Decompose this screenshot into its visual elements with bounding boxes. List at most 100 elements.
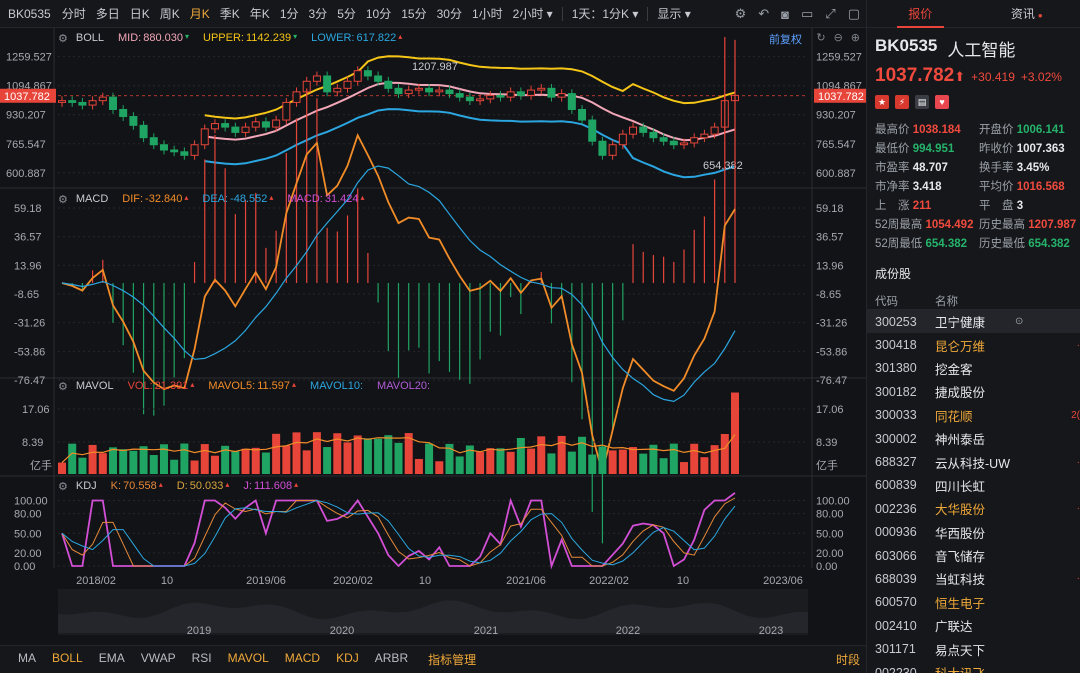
constituent-row[interactable]: 688039 当虹科技 ·: [867, 567, 1080, 590]
display-dropdown[interactable]: 显示 ▾: [657, 7, 691, 21]
adjust-button[interactable]: 前复权: [769, 34, 802, 46]
window-icon[interactable]: ▢: [847, 6, 860, 21]
indicator-arbr[interactable]: ARBR: [374, 651, 409, 665]
dif-value: -32.840: [145, 193, 183, 205]
boll-y-tick-right: 765.547: [816, 139, 856, 151]
candle-body: [282, 101, 291, 121]
constituent-row[interactable]: 000936 华西股份: [867, 521, 1080, 544]
indicator-ma[interactable]: MA: [18, 651, 36, 665]
period-tab[interactable]: 15分: [401, 7, 427, 21]
tab-quote[interactable]: 报价: [867, 0, 974, 28]
period-tab[interactable]: 日K: [129, 7, 150, 21]
constituent-code: 300253: [875, 314, 917, 329]
period-tab[interactable]: 2小时 ▾: [512, 7, 553, 21]
time-period-button[interactable]: 时段: [835, 653, 860, 667]
indicator-mavol[interactable]: MAVOL: [227, 651, 269, 665]
gear-icon[interactable]: ⚙: [58, 32, 68, 45]
candle-body: [527, 89, 536, 96]
gear-icon[interactable]: ⚙: [58, 480, 68, 493]
camera-icon[interactable]: ◙: [781, 6, 789, 22]
period-tab[interactable]: 10分: [365, 7, 392, 21]
alert-icon[interactable]: ⚡: [895, 95, 909, 109]
kdj-y-tick-right: 100.00: [816, 496, 850, 508]
x-axis-label: 2019/06: [246, 575, 286, 587]
volume-bar: [659, 458, 668, 474]
indicator-指标管理[interactable]: 指标管理: [428, 653, 477, 667]
mode-dropdown[interactable]: 1天：1分K ▾: [571, 7, 639, 21]
constituent-row[interactable]: 300002 神州泰岳: [867, 427, 1080, 450]
quote-panel: 报价 资讯 ● BK0535 人工智能 1037.782 ⬆ +30.419 +3.…: [866, 0, 1080, 673]
period-tab[interactable]: 多日: [95, 7, 120, 21]
note-icon[interactable]: ▤: [915, 95, 929, 109]
low-mark-label: 654.382: [703, 160, 743, 172]
constituent-row[interactable]: 603066 音飞储存: [867, 544, 1080, 567]
period-tab[interactable]: 1小时: [471, 7, 503, 21]
minus-icon[interactable]: ⊖: [833, 32, 843, 44]
favorite-heart-icon[interactable]: ♥: [935, 95, 949, 109]
candle-body: [343, 80, 352, 89]
constituent-row[interactable]: 300253 卫宁健康 ⊙: [867, 310, 1080, 334]
period-tab[interactable]: 季K: [219, 7, 240, 21]
mid-value: 880.030: [143, 32, 184, 44]
constituent-row[interactable]: 002230 科大讯飞: [867, 661, 1080, 673]
col-code-header[interactable]: 代码: [875, 295, 898, 308]
candle-body: [690, 137, 699, 144]
period-tab[interactable]: 分时: [61, 7, 86, 21]
flag-icon[interactable]: ★: [875, 95, 889, 109]
constituent-row[interactable]: 600839 四川长虹: [867, 474, 1080, 497]
constituent-code: 300182: [875, 384, 917, 399]
col-name-header[interactable]: 名称: [935, 295, 958, 308]
boll-y-tick: 930.207: [6, 110, 46, 122]
constituent-row[interactable]: 600570 恒生电子: [867, 591, 1080, 614]
constituent-name: 音飞储存: [935, 550, 986, 565]
kdj-y-tick-right: 0.00: [816, 561, 837, 573]
period-tab[interactable]: 年K: [249, 7, 270, 21]
constituent-row[interactable]: 300033 同花顺 2(: [867, 404, 1080, 427]
reset-icon[interactable]: ↻: [816, 32, 826, 44]
plus-icon[interactable]: ⊕: [850, 32, 860, 44]
pin-icon[interactable]: ⊙: [1015, 316, 1024, 328]
indicator-kdj[interactable]: KDJ: [336, 651, 359, 665]
macd-name: MACD: [75, 193, 109, 205]
candle-body: [139, 124, 148, 139]
indicator-ema[interactable]: EMA: [98, 651, 125, 665]
chart-area[interactable]: 1259.527 1259.527 1094.867 1094.867 930.207 9…: [0, 28, 866, 673]
constituent-row[interactable]: 301171 易点天下: [867, 637, 1080, 660]
candle-body: [486, 94, 495, 100]
candle-body: [455, 93, 464, 98]
constituent-name: 挖金客: [935, 362, 973, 377]
candle-body: [639, 126, 648, 133]
settings-gear-icon[interactable]: ⚙: [734, 6, 747, 21]
period-tab[interactable]: 30分: [436, 7, 462, 21]
indicator-macd[interactable]: MACD: [284, 651, 321, 665]
constituent-row[interactable]: 688327 云从科技-UW ·: [867, 450, 1080, 473]
layout-icon[interactable]: ▭: [801, 6, 814, 21]
fullscreen-icon[interactable]: ⤢: [825, 6, 836, 21]
candle-body: [445, 89, 454, 95]
x-axis-label: 10: [419, 575, 431, 587]
period-tab[interactable]: 1分: [279, 7, 299, 21]
indicator-vwap[interactable]: VWAP: [140, 651, 176, 665]
period-tab[interactable]: 月K: [189, 7, 210, 21]
constituent-row[interactable]: 002410 广联达: [867, 614, 1080, 637]
volume-bar: [700, 457, 709, 474]
indicator-rsi[interactable]: RSI: [191, 651, 212, 665]
constituent-code: 002410: [875, 618, 917, 633]
gear-icon[interactable]: ⚙: [58, 193, 68, 206]
x-axis-label: 2023/06: [763, 575, 803, 587]
constituent-row[interactable]: 300182 捷成股份: [867, 380, 1080, 403]
constituent-row[interactable]: 002236 大华股份 ·: [867, 497, 1080, 520]
stat-value: 1006.141: [1016, 124, 1065, 136]
indicator-boll[interactable]: BOLL: [52, 651, 83, 665]
tab-news[interactable]: 资讯 ●: [974, 0, 1080, 28]
period-tab[interactable]: 周K: [159, 7, 180, 21]
candle-body: [374, 75, 383, 82]
period-tab[interactable]: 5分: [337, 7, 356, 21]
constituent-row[interactable]: 300418 昆仑万维 ·: [867, 333, 1080, 356]
period-tab[interactable]: 3分: [308, 7, 328, 21]
volume-bar: [476, 452, 485, 474]
undo-icon[interactable]: ↶: [758, 6, 770, 21]
gear-icon[interactable]: ⚙: [58, 380, 68, 393]
constituent-row[interactable]: 301380 挖金客: [867, 357, 1080, 380]
